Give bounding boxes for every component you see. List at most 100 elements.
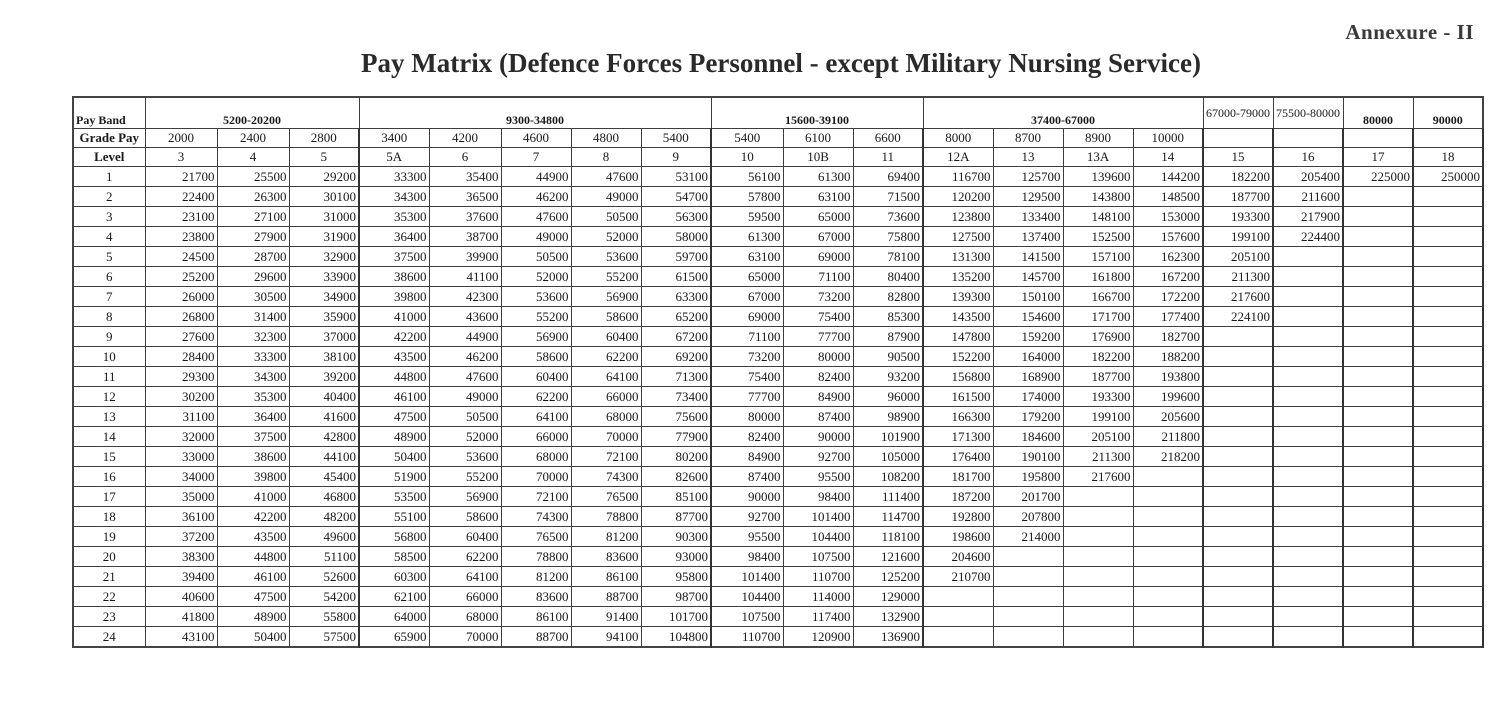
- pay-cell: 182700: [1132, 326, 1205, 347]
- pay-cell: 56900: [500, 326, 572, 347]
- pay-cell: 61300: [710, 226, 784, 247]
- pay-cell: 161500: [922, 386, 994, 407]
- pay-cell: 73200: [710, 346, 784, 367]
- pay-cell: 82600: [640, 466, 713, 487]
- grade-pay-cell: [1202, 128, 1275, 148]
- pay-cell: 29600: [216, 266, 290, 287]
- pay-cell: 104400: [782, 526, 854, 547]
- pay-cell: 32300: [216, 326, 290, 347]
- pay-cell: 73400: [640, 386, 713, 407]
- pay-cell: 176400: [922, 446, 994, 467]
- pay-cell: 166300: [922, 406, 994, 427]
- pay-cell: 104800: [640, 626, 713, 648]
- pay-cell: 57800: [710, 186, 784, 207]
- pay-cell: 40600: [144, 586, 218, 607]
- pay-cell: 31100: [144, 406, 218, 427]
- pay-cell: [1342, 366, 1415, 387]
- pay-cell: 211300: [1202, 266, 1275, 287]
- pay-cell: 117400: [782, 606, 854, 627]
- pay-cell: [1272, 586, 1345, 607]
- pay-cell: 51900: [358, 466, 430, 487]
- pay-cell: 164000: [992, 346, 1064, 367]
- pay-cell: [1062, 546, 1134, 567]
- pay-cell: 66000: [570, 386, 642, 407]
- pay-cell: [1342, 386, 1415, 407]
- pay-cell: [1272, 606, 1345, 627]
- pay-cell: 63300: [640, 286, 713, 307]
- pay-cell: [1202, 566, 1275, 587]
- pay-cell: [1202, 506, 1275, 527]
- pay-cell: 56300: [640, 206, 713, 227]
- pay-cell: [1412, 626, 1485, 648]
- pay-cell: 137400: [992, 226, 1064, 247]
- pay-cell: 95800: [640, 566, 713, 587]
- pay-cell: [1412, 206, 1485, 227]
- pay-cell: 36500: [428, 186, 502, 207]
- pay-cell: 21700: [144, 166, 218, 187]
- pay-cell: 52000: [428, 426, 502, 447]
- pay-cell: 61500: [640, 266, 713, 287]
- row-index: 11: [72, 366, 146, 387]
- pay-cell: [1272, 386, 1345, 407]
- pay-cell: [1412, 586, 1485, 607]
- pay-cell: 41800: [144, 606, 218, 627]
- grade-pay-cell: [1342, 128, 1415, 148]
- pay-cell: 98400: [710, 546, 784, 567]
- grade-pay-cell: [1272, 128, 1345, 148]
- pay-cell: 171700: [1062, 306, 1134, 327]
- pay-cell: 35300: [358, 206, 430, 227]
- pay-cell: 49000: [570, 186, 642, 207]
- pay-cell: [1272, 286, 1345, 307]
- pay-cell: 107500: [782, 546, 854, 567]
- pay-cell: [1202, 406, 1275, 427]
- pay-cell: 44900: [428, 326, 502, 347]
- pay-cell: 199100: [1062, 406, 1134, 427]
- pay-cell: 26300: [216, 186, 290, 207]
- pay-cell: 77700: [710, 386, 784, 407]
- pay-cell: [1202, 586, 1275, 607]
- pay-cell: 38600: [358, 266, 430, 287]
- pay-cell: 101900: [852, 426, 925, 447]
- pay-cell: [1202, 526, 1275, 547]
- pay-cell: 35900: [288, 306, 360, 327]
- pay-cell: 123800: [922, 206, 994, 227]
- pay-cell: 135200: [922, 266, 994, 287]
- pay-cell: 81200: [570, 526, 642, 547]
- pay-cell: 24500: [144, 246, 218, 267]
- pay-cell: 58500: [358, 546, 430, 567]
- pay-cell: 86100: [500, 606, 572, 627]
- pay-cell: 46800: [288, 486, 360, 507]
- pay-cell: [1272, 446, 1345, 467]
- pay-cell: 42200: [358, 326, 430, 347]
- pay-cell: 60300: [358, 566, 430, 587]
- level-cell: 5: [288, 147, 360, 167]
- pay-cell: 34900: [288, 286, 360, 307]
- pay-cell: [1412, 546, 1485, 567]
- row-index: 4: [72, 226, 146, 247]
- pay-cell: [1132, 486, 1205, 507]
- pay-band-row: Pay Band 5200-20200 9300-34800 15600-39100 3…: [72, 96, 1484, 129]
- grade-pay-cell: 8700: [992, 128, 1064, 148]
- pay-cell: 61300: [782, 166, 854, 187]
- pay-cell: 68000: [570, 406, 642, 427]
- pay-cell: 205400: [1272, 166, 1345, 187]
- pay-cell: 125700: [992, 166, 1064, 187]
- pay-cell: 96000: [852, 386, 925, 407]
- pay-cell: [1412, 446, 1485, 467]
- pay-cell: 63100: [782, 186, 854, 207]
- pay-cell: [1342, 406, 1415, 427]
- pay-cell: [1412, 266, 1485, 287]
- pay-cell: 44900: [500, 166, 572, 187]
- pay-cell: 47500: [216, 586, 290, 607]
- pay-cell: 75800: [852, 226, 925, 247]
- pay-cell: [1342, 226, 1415, 247]
- pay-cell: [992, 606, 1064, 627]
- pay-cell: 190100: [992, 446, 1064, 467]
- pay-cell: 36400: [216, 406, 290, 427]
- pay-cell: [1132, 626, 1205, 648]
- pay-cell: 50500: [500, 246, 572, 267]
- pay-cell: 77700: [782, 326, 854, 347]
- pay-cell: 65000: [710, 266, 784, 287]
- row-index: 7: [72, 286, 146, 307]
- row-index: 5: [72, 246, 146, 267]
